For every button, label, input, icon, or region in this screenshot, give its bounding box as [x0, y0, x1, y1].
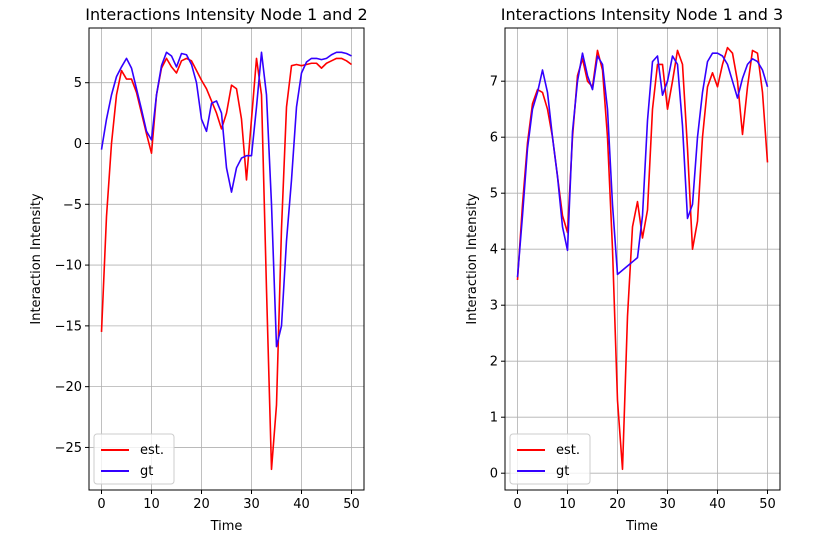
grid	[505, 28, 780, 490]
grid	[89, 28, 364, 490]
left-subplot: Interactions Intensity Node 1 and 2 Inte…	[29, 5, 368, 534]
y-tick-label: 0	[74, 137, 82, 152]
x-tick-label: 40	[293, 497, 310, 512]
x-tick-label: 40	[709, 497, 726, 512]
y-axis-label: Interaction Intensity	[29, 193, 44, 325]
y-tick-label: 5	[490, 187, 498, 202]
x-tick-label: 0	[513, 497, 521, 512]
x-tick-label: 50	[343, 497, 360, 512]
axes-frame	[504, 27, 781, 491]
legend-box	[509, 433, 591, 485]
y-tick-label: 0	[490, 467, 498, 482]
y-tick-label: 5	[74, 76, 82, 91]
x-tick-label: 10	[559, 497, 576, 512]
legend: est. gt	[93, 433, 175, 485]
x-axis-label: Time	[210, 519, 243, 534]
x-axis-label: Time	[625, 519, 658, 534]
legend: est. gt	[509, 433, 591, 485]
x-tick-label: 10	[143, 497, 160, 512]
legend-box	[93, 433, 175, 485]
y-tick-label: 2	[490, 355, 498, 370]
legend-label-est: est.	[556, 443, 580, 458]
y-tick-label: −25	[55, 441, 82, 456]
y-tick-label: −10	[55, 259, 82, 274]
chart-title: Interactions Intensity Node 1 and 3	[501, 5, 783, 24]
y-tick-label: 4	[490, 243, 498, 258]
axes-frame	[88, 27, 365, 491]
x-tick-label: 30	[659, 497, 676, 512]
x-tick-label: 30	[243, 497, 260, 512]
series-line-gt	[516, 52, 769, 278]
y-tick-label: 7	[490, 75, 498, 90]
y-tick-label: 3	[490, 299, 498, 314]
y-tick-label: −15	[55, 319, 82, 334]
x-tick-label: 0	[97, 497, 105, 512]
y-tick-label: −20	[55, 380, 82, 395]
chart-title: Interactions Intensity Node 1 and 2	[85, 5, 367, 24]
series-line-gt	[100, 51, 352, 348]
x-tick-label: 20	[193, 497, 210, 512]
legend-label-est: est.	[140, 443, 164, 458]
y-tick-label: 6	[490, 131, 498, 146]
legend-label-gt: gt	[140, 464, 153, 479]
legend-label-gt: gt	[556, 464, 569, 479]
x-tick-label: 20	[609, 497, 626, 512]
y-tick-label: 1	[490, 411, 498, 426]
x-tick-label: 50	[759, 497, 776, 512]
y-tick-label: −5	[63, 198, 82, 213]
y-axis-label: Interaction Intensity	[465, 193, 480, 325]
right-subplot: Interactions Intensity Node 1 and 3 Inte…	[465, 5, 783, 534]
